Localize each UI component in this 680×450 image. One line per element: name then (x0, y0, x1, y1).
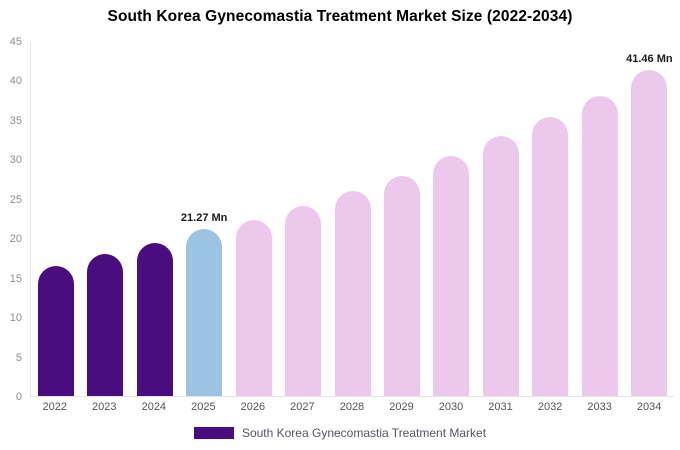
x-axis-label: 2030 (438, 401, 464, 413)
y-tick-label: 15 (9, 272, 22, 285)
bar-value-label: 21.27 Mn (180, 211, 228, 224)
bar-2034 (631, 69, 668, 396)
x-axis-label: 2026 (240, 401, 266, 413)
bar-column (377, 42, 426, 396)
bar-column (31, 42, 80, 396)
y-tick-label: 25 (9, 193, 22, 206)
bar-2024 (136, 243, 173, 396)
x-axis-label: 2022 (42, 401, 67, 413)
bar-column (328, 42, 377, 396)
chart-title: South Korea Gynecomastia Treatment Marke… (107, 8, 573, 25)
x-axis-label: 2025 (191, 401, 216, 413)
legend-label: South Korea Gynecomastia Treatment Marke… (241, 426, 487, 440)
y-tick-label: 20 (9, 233, 22, 246)
bar-2029 (384, 175, 421, 396)
y-tick-label: 0 (15, 391, 22, 403)
bar-column (427, 42, 476, 396)
bar-2025 (186, 228, 223, 396)
bar-column (575, 42, 624, 396)
bar-2032 (532, 116, 569, 396)
bar-2031 (482, 136, 519, 396)
bar-2027 (285, 206, 322, 396)
x-axis-label: 2031 (488, 401, 513, 413)
bar-column (130, 42, 179, 396)
x-axis-label: 2028 (339, 401, 365, 413)
y-axis: 0 5 10 15 20 25 30 35 40 45 (0, 36, 26, 403)
legend: South Korea Gynecomastia Treatment Marke… (0, 426, 680, 440)
bar-column (278, 42, 327, 396)
x-axis-label: 2034 (636, 401, 662, 413)
bar-2022 (37, 266, 74, 396)
x-axis-label: 2023 (92, 401, 117, 413)
x-axis-label: 2027 (290, 401, 315, 413)
bar-column: 41.46 Mn (625, 42, 674, 396)
bar-2023 (87, 254, 124, 396)
y-tick-label: 5 (15, 351, 22, 364)
y-tick-label: 30 (9, 154, 22, 167)
bar-column (229, 42, 278, 396)
x-axis-label: 2024 (141, 401, 167, 413)
legend-swatch (193, 427, 234, 439)
bar-2028 (334, 190, 371, 396)
x-axis-label: 2032 (537, 401, 563, 413)
bar-2030 (433, 156, 470, 396)
plot-area: 21.27 Mn 41.46 Mn (30, 42, 674, 397)
bar-2026 (235, 219, 272, 396)
bar-column (526, 42, 575, 396)
y-tick-label: 35 (9, 114, 22, 127)
x-axis-label: 2029 (389, 401, 414, 413)
x-axis-label: 2033 (587, 401, 612, 413)
bar-column (476, 42, 525, 396)
y-tick-label: 10 (9, 312, 22, 325)
x-axis: 2022 2023 2024 2025 2026 2027 2028 2029 2030 2031… (30, 401, 674, 413)
y-tick-label: 45 (9, 36, 22, 48)
bar-column: 21.27 Mn (179, 42, 228, 396)
bar-value-label: 41.46 Mn (626, 52, 673, 65)
y-tick-label: 40 (9, 75, 22, 88)
bar-2033 (581, 95, 618, 396)
bar-column (80, 42, 129, 396)
